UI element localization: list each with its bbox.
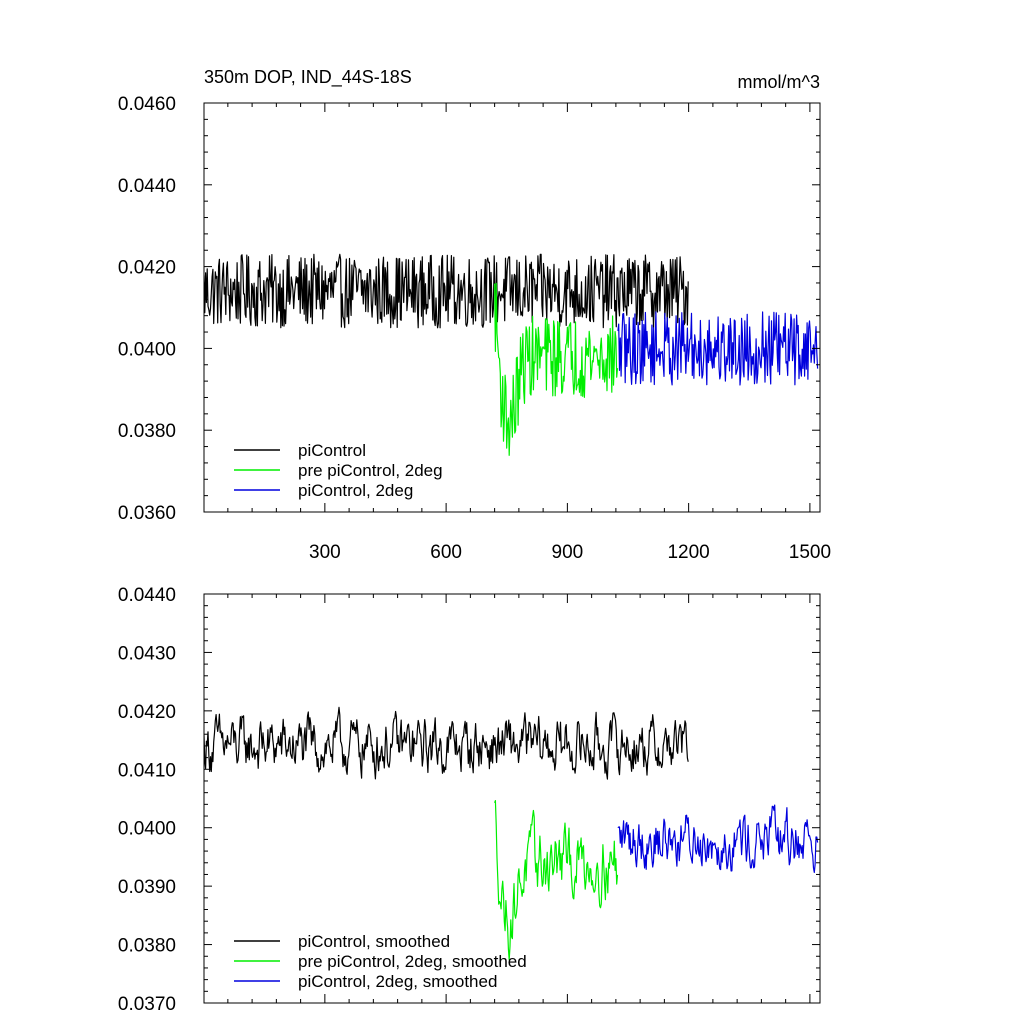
legend-label: piControl, smoothed (298, 932, 450, 951)
series-line-0 (204, 253, 689, 329)
y-tick-label: 0.0430 (118, 643, 176, 664)
series-line-0 (204, 706, 689, 780)
y-tick-label: 0.0380 (118, 421, 176, 442)
y-tick-label: 0.0400 (118, 819, 176, 840)
x-tick-label: 1500 (789, 542, 831, 563)
x-tick-label: 1200 (667, 542, 709, 563)
y-tick-label: 0.0460 (118, 94, 176, 115)
series-line-1 (494, 282, 619, 456)
x-tick-label: 600 (430, 542, 462, 563)
y-tick-label: 0.0370 (118, 994, 176, 1015)
y-tick-label: 0.0440 (118, 585, 176, 606)
y-tick-label: 0.0400 (118, 339, 176, 360)
y-tick-label: 0.0440 (118, 176, 176, 197)
legend-label: piControl (298, 441, 366, 460)
plot-frame (203, 593, 821, 1004)
chart-title: 350m DOP, IND_44S-18S (204, 67, 412, 88)
y-tick-label: 0.0360 (118, 503, 176, 524)
legend-label: piControl, 2deg, smoothed (298, 972, 497, 991)
y-tick-label: 0.0380 (118, 936, 176, 957)
legend-label: pre piControl, 2deg (298, 461, 443, 480)
units-label: mmol/m^3 (738, 72, 820, 92)
x-tick-label: 900 (552, 542, 584, 563)
y-tick-label: 0.0410 (118, 760, 176, 781)
series-line-1 (494, 800, 619, 961)
series-line-2 (617, 311, 819, 386)
y-tick-label: 0.0420 (118, 702, 176, 723)
x-tick-label: 300 (309, 542, 341, 563)
series-line-2 (617, 804, 819, 873)
y-tick-label: 0.0420 (118, 258, 176, 279)
top-panel: 0.0360 0.0380 0.0400 0.0420 0.0440 0.0460 300 6… (118, 94, 831, 563)
legend-label: piControl, 2deg (298, 481, 413, 500)
plot-frame (203, 102, 821, 513)
bottom-panel: 0.0370 0.0380 0.0390 0.0400 0.0410 0.0420 0.04… (118, 585, 821, 1015)
legend-label: pre piControl, 2deg, smoothed (298, 952, 527, 971)
y-tick-label: 0.0390 (118, 877, 176, 898)
